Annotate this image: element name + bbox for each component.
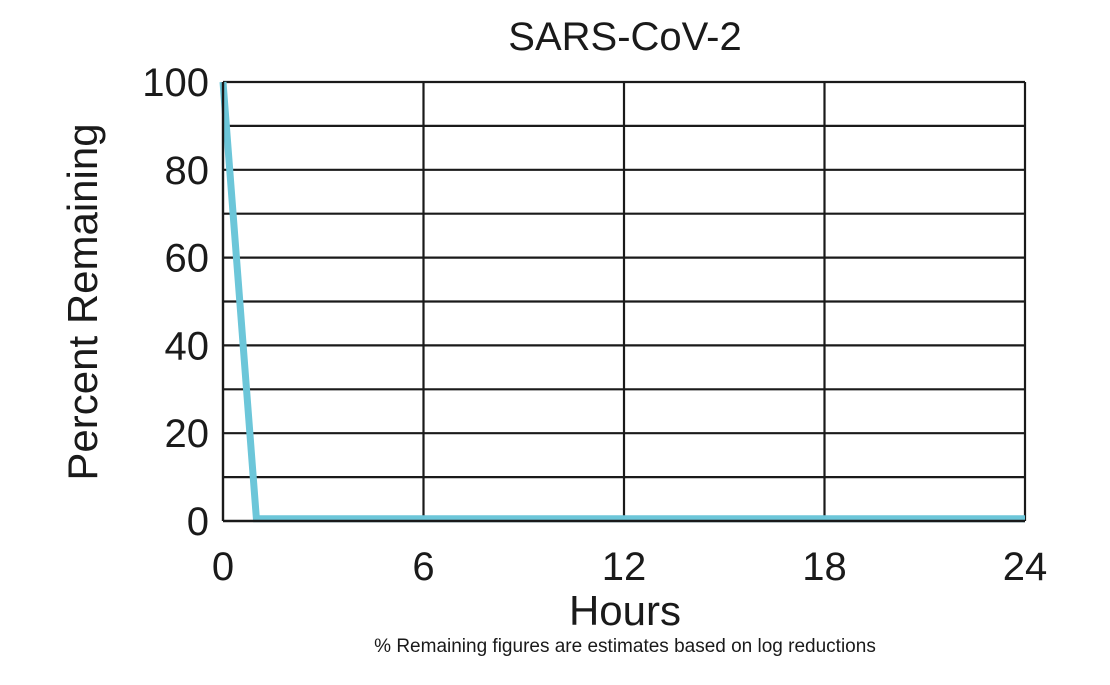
series-group: [219, 81, 1025, 523]
x-tick-label: 24: [1003, 545, 1048, 589]
x-tick-labels: 0 6 12 18 24: [212, 545, 1047, 589]
grid: [223, 80, 1027, 521]
x-tick-label: 12: [602, 545, 647, 589]
y-tick-label: 100: [142, 61, 209, 105]
x-axis-label: Hours: [569, 587, 681, 634]
y-tick-label: 20: [165, 412, 210, 456]
plot-frame: [221, 82, 1025, 523]
y-tick-label: 40: [165, 324, 210, 368]
y-tick-label: 60: [165, 237, 210, 281]
x-tick-label: 18: [802, 545, 847, 589]
footnote: % Remaining figures are estimates based …: [374, 636, 876, 657]
x-tick-label: 0: [212, 545, 234, 589]
x-tick-label: 6: [412, 545, 434, 589]
y-tick-label: 0: [187, 500, 209, 544]
chart-title: SARS-CoV-2: [508, 15, 741, 59]
y-axis-label: Percent Remaining: [59, 123, 106, 480]
y-tick-labels: 0 20 40 60 80 100: [142, 61, 209, 544]
y-tick-label: 80: [165, 149, 210, 193]
series-line: [219, 81, 1025, 523]
